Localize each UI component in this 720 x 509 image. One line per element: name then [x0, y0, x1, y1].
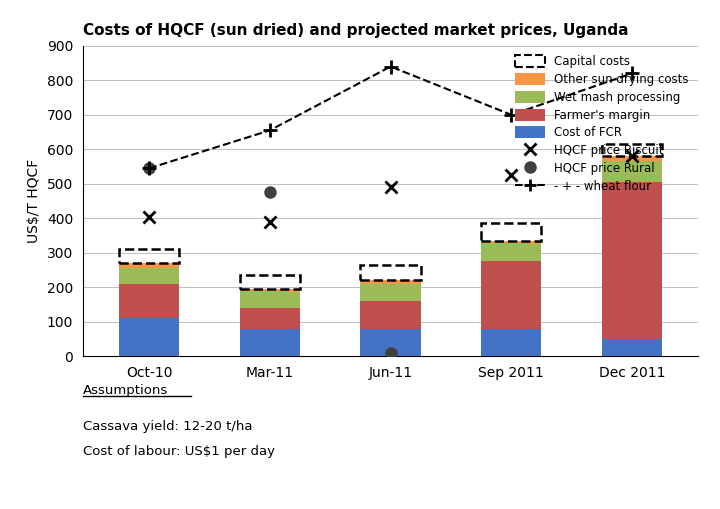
Text: Cost of labour: US$1 per day: Cost of labour: US$1 per day [83, 445, 275, 459]
Bar [119, 268, 179, 284]
Bar [602, 182, 662, 339]
Y-axis label: US$/T HQCF: US$/T HQCF [27, 159, 41, 243]
Bar [361, 329, 420, 356]
Bar [240, 308, 300, 329]
Bar [119, 284, 179, 318]
Bar [602, 161, 662, 182]
Legend: Capital costs, Other sun drying costs, Wet mash processing, Farmer's margin, Cos: Capital costs, Other sun drying costs, W… [512, 52, 693, 196]
Bar [481, 262, 541, 329]
Bar [481, 244, 541, 262]
Text: Assumptions: Assumptions [83, 384, 168, 398]
Bar [240, 293, 300, 308]
Bar [240, 329, 300, 356]
Bar [361, 280, 420, 284]
Bar [481, 329, 541, 356]
Bar [481, 241, 541, 244]
Bar [481, 223, 541, 241]
Bar [240, 275, 300, 289]
Bar [361, 301, 420, 329]
Bar [119, 263, 179, 268]
Bar [602, 144, 662, 156]
Bar [240, 289, 300, 293]
Bar [119, 318, 179, 356]
Bar [361, 265, 420, 280]
Text: Cassava yield: 12-20 t/ha: Cassava yield: 12-20 t/ha [83, 420, 252, 433]
Bar [119, 249, 179, 263]
Bar [602, 339, 662, 356]
Bar [602, 156, 662, 161]
Bar [361, 284, 420, 301]
Text: Costs of HQCF (sun dried) and projected market prices, Uganda: Costs of HQCF (sun dried) and projected … [83, 23, 629, 38]
